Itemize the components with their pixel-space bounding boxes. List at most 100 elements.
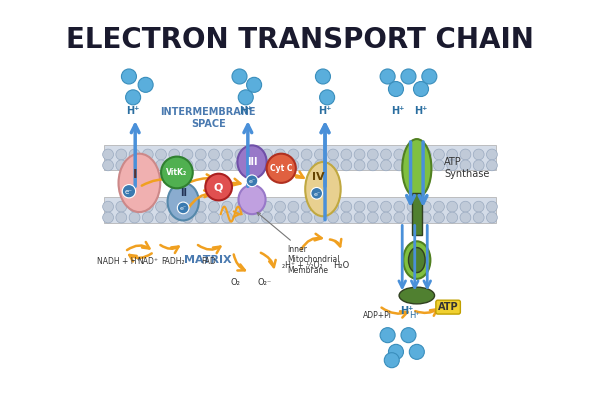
Circle shape [262, 201, 272, 212]
Circle shape [388, 81, 403, 97]
Circle shape [460, 201, 471, 212]
Text: ATP: ATP [438, 302, 458, 312]
Text: Q: Q [214, 182, 223, 192]
Text: NADH + H⁺: NADH + H⁺ [97, 257, 140, 266]
Circle shape [142, 201, 153, 212]
Circle shape [314, 149, 325, 160]
Text: ELECTRON TRANSPORT CHAIN: ELECTRON TRANSPORT CHAIN [66, 26, 534, 55]
Circle shape [354, 149, 365, 160]
Circle shape [142, 149, 153, 160]
Circle shape [116, 149, 127, 160]
Circle shape [434, 212, 445, 223]
Ellipse shape [403, 241, 430, 279]
Circle shape [288, 160, 299, 171]
Text: H⁺: H⁺ [391, 106, 405, 116]
FancyBboxPatch shape [104, 145, 496, 171]
Circle shape [354, 201, 365, 212]
Circle shape [235, 201, 246, 212]
Circle shape [354, 160, 365, 171]
Circle shape [341, 212, 352, 223]
Ellipse shape [402, 139, 431, 197]
Circle shape [182, 160, 193, 171]
Circle shape [262, 160, 272, 171]
Circle shape [407, 201, 418, 212]
Circle shape [447, 212, 458, 223]
Circle shape [248, 160, 259, 171]
Circle shape [142, 212, 153, 223]
Text: FADH₂: FADH₂ [161, 257, 185, 266]
Circle shape [407, 160, 418, 171]
Circle shape [316, 69, 331, 84]
Text: H⁺: H⁺ [319, 106, 332, 116]
Text: NAD⁺: NAD⁺ [137, 257, 158, 266]
Circle shape [235, 149, 246, 160]
Circle shape [301, 201, 312, 212]
Ellipse shape [238, 145, 266, 178]
Circle shape [262, 212, 272, 223]
Circle shape [460, 149, 471, 160]
Circle shape [380, 201, 391, 212]
Circle shape [473, 149, 484, 160]
Text: II: II [179, 188, 187, 198]
Circle shape [380, 160, 391, 171]
Circle shape [196, 160, 206, 171]
Circle shape [380, 212, 391, 223]
Text: I: I [133, 168, 137, 181]
Text: H⁺: H⁺ [409, 312, 420, 320]
Circle shape [169, 212, 179, 223]
Circle shape [232, 69, 247, 84]
Circle shape [473, 212, 484, 223]
Circle shape [473, 160, 484, 171]
Ellipse shape [399, 287, 434, 304]
Circle shape [182, 201, 193, 212]
Circle shape [354, 212, 365, 223]
Circle shape [407, 149, 418, 160]
Text: FAD: FAD [201, 257, 215, 266]
Circle shape [209, 212, 220, 223]
Circle shape [447, 160, 458, 171]
Circle shape [121, 69, 136, 84]
Text: MATRIX: MATRIX [184, 255, 232, 265]
Text: O₂: O₂ [230, 278, 240, 287]
Circle shape [209, 201, 220, 212]
Text: IV: IV [313, 172, 325, 181]
Circle shape [222, 201, 233, 212]
Circle shape [103, 149, 113, 160]
Text: H⁺: H⁺ [400, 306, 413, 316]
Circle shape [248, 149, 259, 160]
Circle shape [328, 160, 338, 171]
Circle shape [422, 69, 437, 84]
Circle shape [129, 201, 140, 212]
FancyBboxPatch shape [412, 193, 422, 235]
Circle shape [129, 212, 140, 223]
Circle shape [222, 149, 233, 160]
Circle shape [155, 160, 166, 171]
Text: ATP
Synthase: ATP Synthase [444, 158, 490, 179]
Ellipse shape [305, 162, 341, 216]
Circle shape [262, 149, 272, 160]
Circle shape [238, 90, 253, 105]
Circle shape [394, 160, 404, 171]
Circle shape [103, 201, 113, 212]
Circle shape [301, 160, 312, 171]
Text: e⁻: e⁻ [248, 179, 256, 184]
Circle shape [314, 212, 325, 223]
Circle shape [116, 212, 127, 223]
Circle shape [275, 201, 286, 212]
Circle shape [421, 160, 431, 171]
Circle shape [367, 212, 378, 223]
Circle shape [116, 201, 127, 212]
Circle shape [142, 160, 153, 171]
FancyBboxPatch shape [104, 197, 496, 223]
Circle shape [248, 201, 259, 212]
Circle shape [288, 149, 299, 160]
Text: O₂⁻: O₂⁻ [257, 278, 272, 287]
Circle shape [328, 149, 338, 160]
Circle shape [328, 201, 338, 212]
Circle shape [421, 212, 431, 223]
Text: e⁻: e⁻ [313, 192, 320, 197]
Circle shape [103, 212, 113, 223]
Circle shape [169, 201, 179, 212]
Text: Inner
Mitochondrial
Membrane: Inner Mitochondrial Membrane [257, 213, 340, 275]
Text: H⁺: H⁺ [127, 106, 140, 116]
